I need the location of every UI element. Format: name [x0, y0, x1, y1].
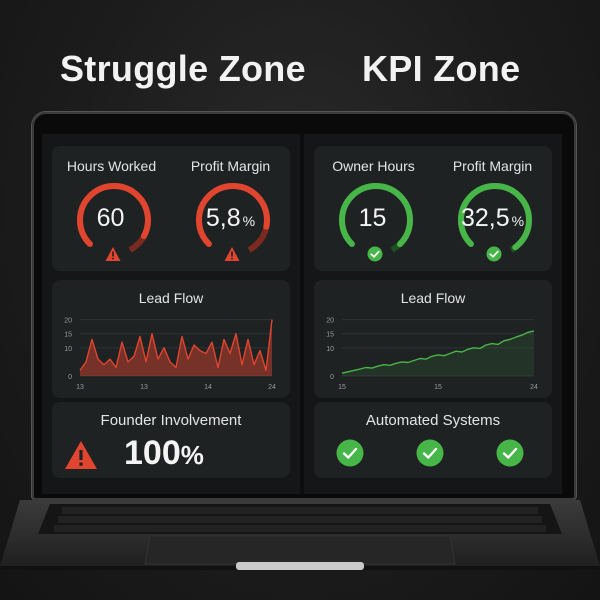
- metric-value: 15: [314, 204, 433, 233]
- founder-value: 100%: [124, 434, 204, 473]
- metric-value: 32,5%: [433, 204, 552, 233]
- x-tick-label: 15: [338, 384, 346, 391]
- series-line: [79, 319, 273, 372]
- kpi-lead-flow-card: Lead Flow 0 10 15 20 15 15 24: [314, 280, 552, 398]
- founder-title: Founder Involvement: [100, 412, 242, 429]
- green-gauge-ring: [339, 183, 413, 257]
- metric-unit: %: [242, 213, 256, 229]
- y-tick-label: 15: [326, 332, 334, 339]
- struggle-zone-title: Struggle Zone: [60, 48, 306, 89]
- chart-title: Lead Flow: [400, 290, 466, 306]
- red-gauge-ring: [196, 183, 270, 257]
- red-gauge-ring: [77, 183, 151, 257]
- metric-label: Owner Hours: [332, 158, 415, 174]
- owner-hours-metric: Owner Hours 15: [314, 146, 433, 271]
- automated-systems-card: Automated Systems: [314, 402, 552, 478]
- struggle-metrics-card: Hours Worked 60 Profit Margin: [52, 146, 290, 271]
- profit-margin-metric: Profit Margin 32,5%: [433, 146, 552, 271]
- laptop-base: [0, 500, 600, 570]
- x-tick-label: 24: [268, 384, 276, 391]
- kpi-metrics-card: Owner Hours 15 Profit Margin: [314, 146, 552, 271]
- x-tick-label: 14: [204, 384, 212, 391]
- metric-label: Hours Worked: [66, 158, 157, 174]
- keyboard-keys: [54, 507, 546, 532]
- metric-number: 32,5: [460, 204, 510, 232]
- metric-number: 5,8: [205, 204, 241, 232]
- y-tick-label: 20: [64, 318, 72, 325]
- metric-number: 60: [96, 204, 125, 232]
- x-tick-label: 13: [140, 384, 148, 391]
- kpi-zone-title: KPI Zone: [362, 48, 521, 89]
- laptop-screen: Hours Worked 60 Profit Margin: [42, 134, 562, 494]
- y-tick-label: 0: [68, 374, 72, 381]
- warning-icon: [105, 247, 121, 261]
- metric-label: Profit Margin: [190, 158, 271, 174]
- metric-value: 60: [52, 204, 171, 233]
- y-tick-label: 10: [326, 346, 334, 353]
- kpi-dashboard: Owner Hours 15 Profit Margin: [304, 134, 562, 494]
- warning-icon: [224, 247, 240, 261]
- check-icon: [486, 246, 502, 262]
- founder-number: 100: [124, 434, 181, 472]
- screen-divider: [300, 134, 304, 494]
- metric-unit: %: [511, 213, 525, 229]
- check-icon: [496, 439, 524, 467]
- y-tick-label: 15: [64, 332, 72, 339]
- series-area: [342, 330, 534, 376]
- green-gauge-ring: [458, 183, 532, 257]
- x-tick-label: 13: [76, 384, 84, 391]
- metric-number: 15: [358, 204, 387, 232]
- x-tick-label: 15: [434, 384, 442, 391]
- check-icon: [336, 439, 364, 467]
- struggle-lead-flow-chart: 0 10 15 20 13 13 14 24: [64, 318, 276, 391]
- check-icon: [367, 246, 383, 262]
- y-tick-label: 10: [64, 346, 72, 353]
- check-icon: [416, 439, 444, 467]
- series-line: [341, 330, 535, 374]
- profit-margin-metric: Profit Margin 5,8%: [171, 146, 290, 271]
- struggle-lead-flow-card: Lead Flow 0 10 15 20 13 13 14 24: [52, 280, 290, 398]
- kpi-lead-flow-chart: 0 10 15 20 15 15 24: [326, 318, 538, 391]
- automated-title: Automated Systems: [365, 412, 501, 429]
- founder-unit: %: [180, 440, 204, 470]
- x-tick-label: 24: [530, 384, 538, 391]
- warning-icon: [65, 441, 97, 469]
- chart-title: Lead Flow: [138, 290, 204, 306]
- y-tick-label: 20: [326, 318, 334, 325]
- metric-label: Profit Margin: [452, 158, 533, 174]
- struggle-dashboard: Hours Worked 60 Profit Margin: [42, 134, 300, 494]
- hours-worked-metric: Hours Worked 60: [52, 146, 171, 271]
- metric-value: 5,8%: [171, 204, 290, 233]
- y-tick-label: 0: [330, 374, 334, 381]
- founder-involvement-card: Founder Involvement 100%: [52, 402, 290, 478]
